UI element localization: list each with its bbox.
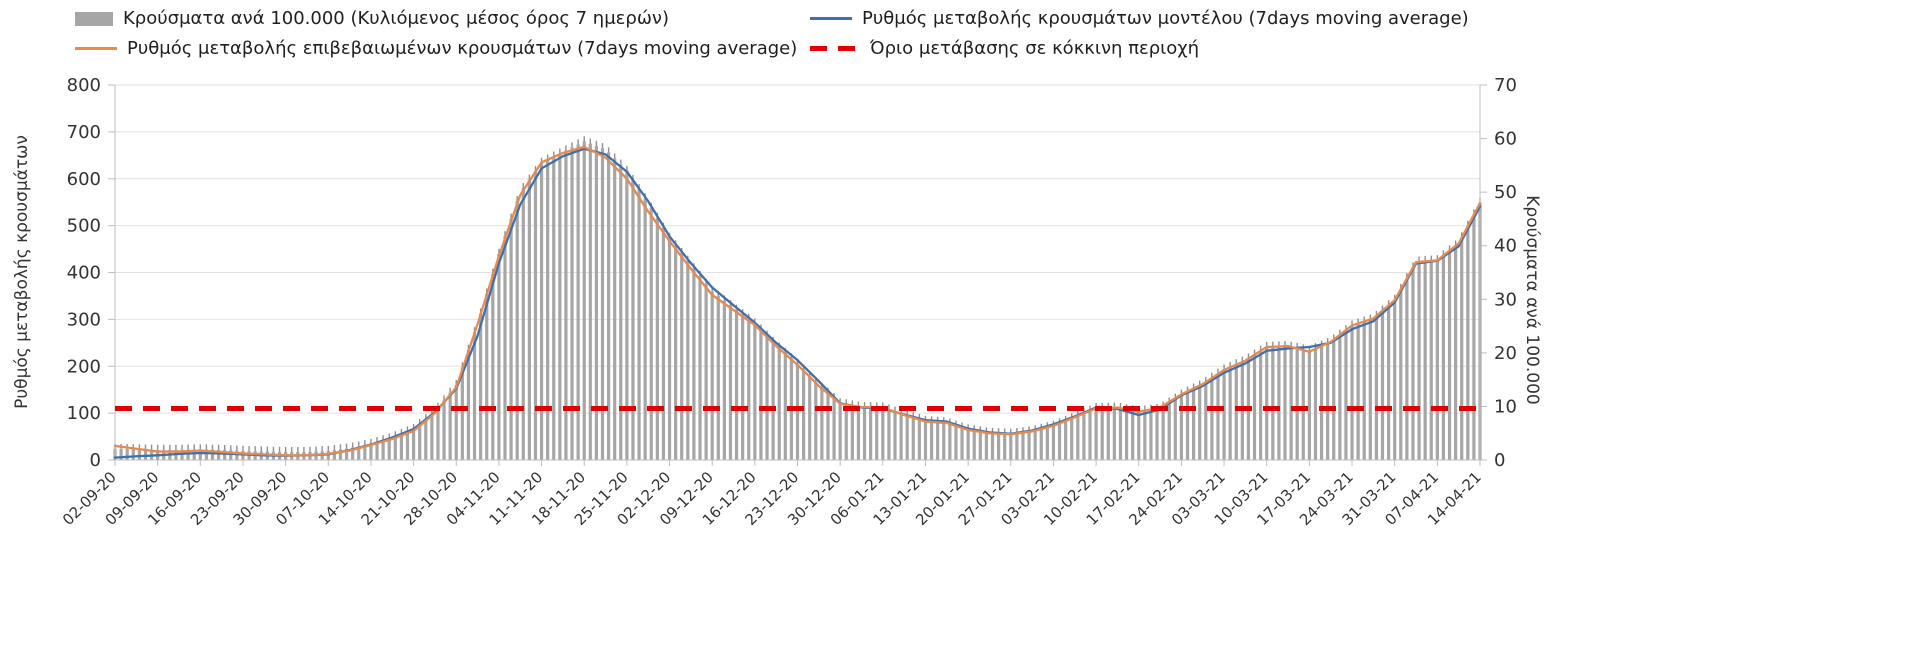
legend-label-cases-bars: Κρούσματα ανά 100.000 (Κυλιόμενος μέσος …: [123, 8, 669, 29]
svg-text:0: 0: [90, 450, 101, 471]
svg-text:600: 600: [67, 169, 101, 190]
legend-item-confirmed-line: Ρυθμός μεταβολής επιβεβαιωμένων κρουσμάτ…: [75, 38, 810, 59]
svg-text:30: 30: [1494, 289, 1517, 310]
svg-text:60: 60: [1494, 129, 1517, 150]
left-axis-title: Ρυθμός μεταβολής κρουσμάτων: [12, 135, 32, 409]
bar-series-swatch-icon: [75, 11, 113, 26]
svg-text:20: 20: [1494, 343, 1517, 364]
svg-text:100: 100: [67, 403, 101, 424]
legend-label-model-line: Ρυθμός μεταβολής κρουσμάτων μοντέλου (7d…: [862, 8, 1469, 29]
legend-label-threshold: Όριο μετάβασης σε κόκκινη περιοχή: [870, 38, 1200, 59]
svg-text:0: 0: [1494, 450, 1505, 471]
threshold-line-swatch-icon: [810, 46, 860, 51]
svg-text:10: 10: [1494, 396, 1517, 417]
chart-legend: Κρούσματα ανά 100.000 (Κυλιόμενος μέσος …: [75, 8, 1469, 59]
legend-item-model-line: Ρυθμός μεταβολής κρουσμάτων μοντέλου (7d…: [810, 8, 1469, 29]
svg-text:500: 500: [67, 216, 101, 237]
svg-text:300: 300: [67, 309, 101, 330]
svg-text:400: 400: [67, 263, 101, 284]
svg-text:40: 40: [1494, 236, 1517, 257]
model-line-swatch-icon: [810, 17, 852, 20]
right-axis-title: Κρούσματα ανά 100.000: [1522, 195, 1542, 405]
legend-item-cases-bars: Κρούσματα ανά 100.000 (Κυλιόμενος μέσος …: [75, 8, 810, 29]
legend-label-confirmed-line: Ρυθμός μεταβολής επιβεβαιωμένων κρουσμάτ…: [127, 38, 798, 59]
legend-item-threshold: Όριο μετάβασης σε κόκκινη περιοχή: [810, 38, 1469, 59]
svg-text:700: 700: [67, 122, 101, 143]
confirmed-line-swatch-icon: [75, 47, 117, 50]
svg-text:50: 50: [1494, 182, 1517, 203]
svg-text:200: 200: [67, 356, 101, 377]
svg-text:70: 70: [1494, 75, 1517, 96]
svg-text:800: 800: [67, 75, 101, 96]
